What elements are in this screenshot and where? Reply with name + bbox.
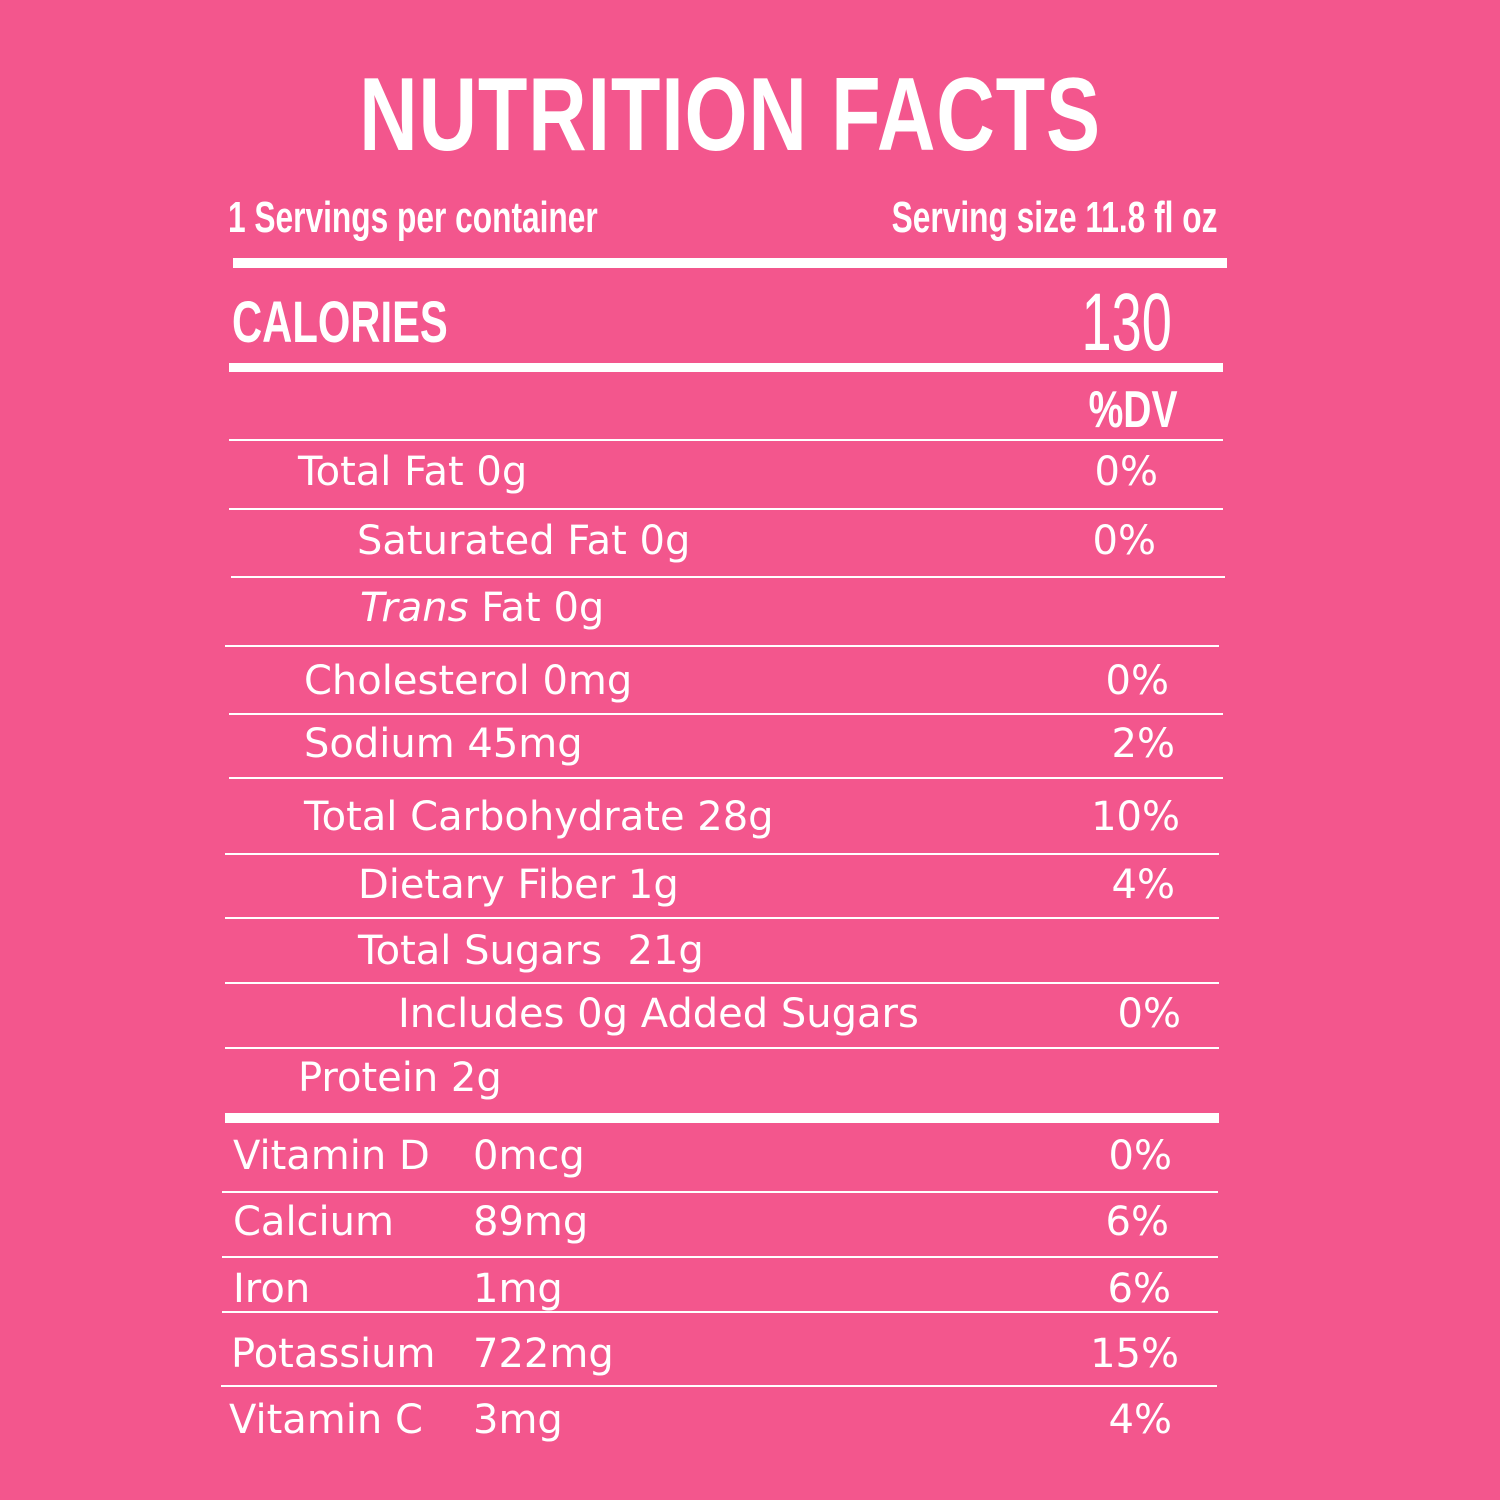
calories-value: 130 xyxy=(1081,277,1172,368)
divider xyxy=(221,1385,1217,1387)
vitamin-name: Potassium xyxy=(231,1331,436,1377)
vitamin-dv: 4% xyxy=(1108,1397,1172,1443)
divider xyxy=(229,508,1223,510)
vitamin-name: Iron xyxy=(233,1266,311,1312)
divider xyxy=(225,1047,1219,1049)
divider xyxy=(229,777,1223,779)
vitamin-dv: 6% xyxy=(1105,1199,1169,1245)
vitamin-row-vitamin-d: Vitamin D 0mcg 0% xyxy=(0,1132,1500,1179)
nutrient-name: Saturated Fat 0g xyxy=(357,518,691,564)
nutrient-row-total-fat: Total Fat 0g 0% xyxy=(0,448,1500,495)
vitamin-name: Vitamin C xyxy=(229,1397,423,1443)
divider xyxy=(231,576,1225,578)
divider xyxy=(222,1311,1218,1313)
divider xyxy=(225,917,1219,919)
divider xyxy=(225,853,1219,855)
nutrient-dv: 0% xyxy=(1094,449,1158,495)
vitamin-row-iron: Iron 1mg 6% xyxy=(0,1265,1500,1312)
nutrient-name: Dietary Fiber 1g xyxy=(358,862,679,908)
servings-per-container: 1 Servings per container xyxy=(228,193,598,242)
serving-size: Serving size 11.8 fl oz xyxy=(891,193,1217,242)
nutrient-name: Includes 0g Added Sugars xyxy=(398,991,919,1037)
vitamin-row-potassium: Potassium 722mg 15% xyxy=(0,1330,1500,1377)
trans-italic-label: Trans xyxy=(360,585,469,631)
nutrient-name: Trans Fat 0g xyxy=(360,584,604,632)
divider xyxy=(229,713,1223,715)
nutrient-name: Total Fat 0g xyxy=(298,449,528,495)
vitamin-dv: 6% xyxy=(1107,1266,1171,1312)
vitamin-name: Vitamin D xyxy=(233,1133,430,1179)
nutrient-name: Total Sugars 21g xyxy=(358,928,704,974)
nutrient-name: Cholesterol 0mg xyxy=(304,658,633,704)
nutrient-name: Protein 2g xyxy=(298,1055,502,1101)
vitamin-amount: 0mcg xyxy=(473,1133,585,1179)
vitamin-amount: 1mg xyxy=(473,1266,563,1312)
nutrient-dv: 0% xyxy=(1105,658,1169,704)
nutrient-row-saturated-fat: Saturated Fat 0g 0% xyxy=(0,517,1500,564)
vitamin-amount: 3mg xyxy=(473,1397,563,1443)
divider xyxy=(222,1256,1218,1258)
nutrient-dv: 4% xyxy=(1111,862,1175,908)
vitamin-dv: 0% xyxy=(1108,1133,1172,1179)
nutrient-dv: 2% xyxy=(1111,721,1175,767)
vitamin-row-vitamin-c: Vitamin C 3mg 4% xyxy=(0,1396,1500,1443)
thick-rule-vitamins xyxy=(225,1113,1219,1123)
label-title: NUTRITION FACTS xyxy=(359,57,1101,173)
thick-rule-top xyxy=(233,258,1227,268)
nutrient-row-protein: Protein 2g xyxy=(0,1054,1500,1101)
vitamin-dv: 15% xyxy=(1090,1331,1179,1377)
nutrient-dv: 10% xyxy=(1091,794,1180,840)
thick-rule-calories xyxy=(229,363,1223,372)
nutrient-name: Total Carbohydrate 28g xyxy=(304,794,774,840)
calories-label: CALORIES xyxy=(232,290,448,355)
divider xyxy=(222,1191,1218,1193)
divider xyxy=(225,645,1219,647)
nutrient-row-trans-fat: Trans Fat 0g xyxy=(0,584,1500,631)
nutrient-dv: 0% xyxy=(1092,518,1156,564)
nutrient-row-sodium: Sodium 45mg 2% xyxy=(0,720,1500,767)
divider xyxy=(225,982,1219,984)
divider xyxy=(229,439,1223,441)
trans-fat-rest: Fat 0g xyxy=(468,585,605,631)
nutrient-row-total-carbohydrate: Total Carbohydrate 28g 10% xyxy=(0,793,1500,840)
vitamin-amount: 722mg xyxy=(473,1331,614,1377)
nutrient-row-cholesterol: Cholesterol 0mg 0% xyxy=(0,657,1500,704)
nutrient-dv: 0% xyxy=(1117,991,1181,1037)
nutrient-row-dietary-fiber: Dietary Fiber 1g 4% xyxy=(0,861,1500,908)
nutrient-row-added-sugars: Includes 0g Added Sugars 0% xyxy=(0,990,1500,1037)
percent-dv-header: %DV xyxy=(1088,381,1177,439)
vitamin-name: Calcium xyxy=(233,1199,394,1245)
nutrient-name: Sodium 45mg xyxy=(304,721,583,767)
nutrient-row-total-sugars: Total Sugars 21g xyxy=(0,927,1500,974)
vitamin-amount: 89mg xyxy=(473,1199,589,1245)
vitamin-row-calcium: Calcium 89mg 6% xyxy=(0,1198,1500,1245)
